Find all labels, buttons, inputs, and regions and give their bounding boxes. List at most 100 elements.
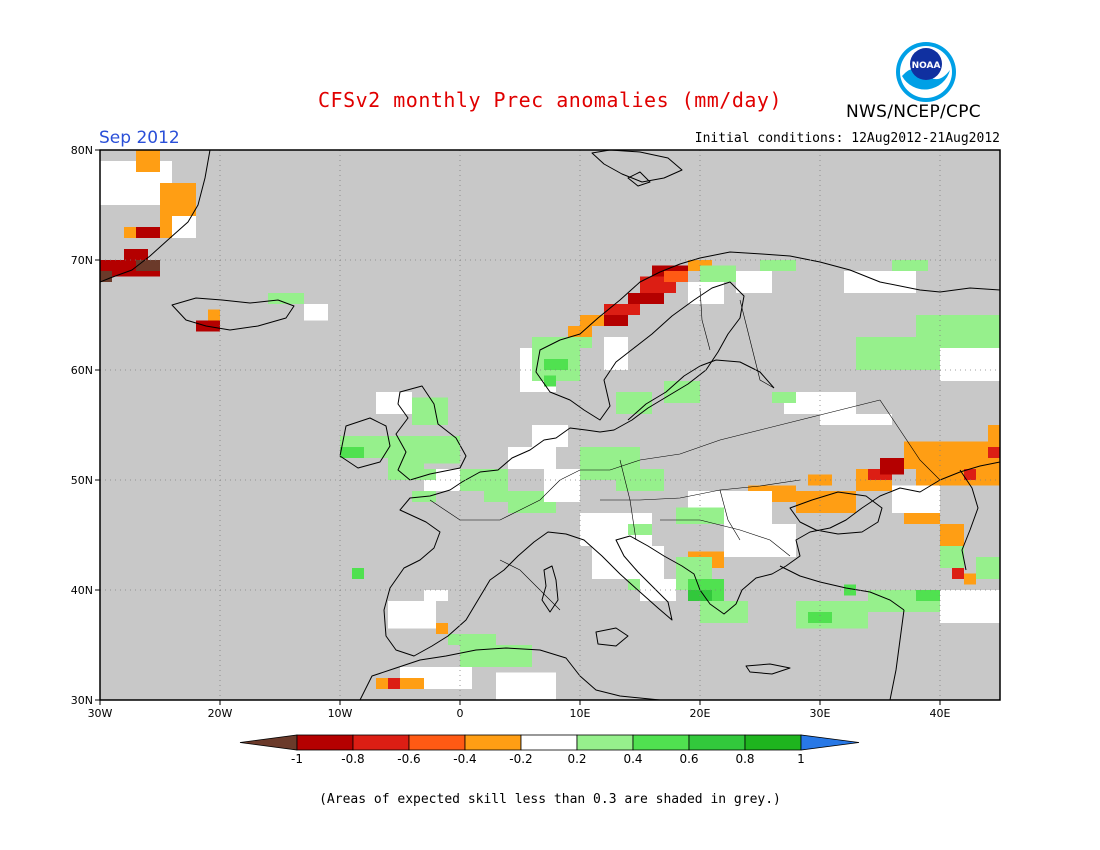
anomaly-cell — [544, 359, 568, 370]
lat-label: 70N — [71, 254, 93, 267]
anomaly-cell — [676, 557, 712, 590]
anomaly-cell — [640, 276, 676, 293]
anomaly-cell — [268, 293, 304, 304]
anomaly-cell — [136, 260, 160, 271]
lon-label: 10W — [328, 707, 353, 720]
anomaly-cell — [604, 304, 640, 315]
anomaly-cell — [940, 348, 1000, 381]
anomaly-cell — [568, 326, 592, 348]
colorbar-label: -1 — [291, 752, 303, 766]
lat-label: 40N — [71, 584, 93, 597]
anomaly-cell — [844, 584, 856, 596]
anomaly-cell — [508, 447, 556, 469]
colorbar-arrow-high — [800, 734, 860, 751]
anomaly-cell — [340, 447, 364, 458]
colorbar-label: -0.6 — [397, 752, 420, 766]
anomaly-cell — [172, 216, 196, 238]
lat-label: 50N — [71, 474, 93, 487]
anomaly-cell — [172, 194, 196, 216]
colorbar-swatch — [576, 734, 634, 751]
anomaly-cell — [700, 601, 748, 623]
anomaly-cell — [424, 436, 460, 464]
anomaly-cell — [508, 496, 556, 513]
skill-footnote: (Areas of expected skill less than 0.3 a… — [319, 792, 781, 807]
map-background — [100, 150, 1000, 700]
anomaly-cell — [388, 469, 436, 480]
anomaly-cell — [784, 392, 856, 414]
anomaly-cell — [892, 485, 940, 513]
anomaly-cell — [340, 436, 388, 458]
anomaly-cell — [424, 469, 460, 491]
colorbar-label: -0.8 — [341, 752, 364, 766]
anomaly-cell — [796, 601, 868, 629]
anomaly-cell — [532, 425, 568, 447]
noaa-logo-text: NOAA — [912, 61, 941, 71]
anomaly-cell — [808, 474, 832, 486]
anomaly-cell — [208, 309, 220, 321]
lon-label: 30E — [810, 707, 831, 720]
colorbar-label: -0.4 — [453, 752, 476, 766]
anomaly-cell — [568, 326, 592, 337]
anomaly-cell — [460, 645, 532, 667]
anomaly-cell — [796, 491, 856, 513]
anomaly-cell — [412, 491, 436, 502]
anomaly-cell — [664, 381, 700, 403]
colorbar-swatch — [464, 734, 522, 751]
anomaly-cell — [124, 227, 172, 238]
anomaly-cell — [964, 573, 976, 585]
colorbar-label: 1 — [797, 752, 805, 766]
anomaly-cell — [688, 491, 772, 524]
anomaly-cell — [616, 392, 652, 414]
anomaly-cell — [916, 315, 1000, 348]
anomaly-cell — [844, 271, 916, 293]
latitude-labels: 30N 40N 50N 60N 70N 80N — [71, 144, 100, 707]
anomaly-cell — [688, 282, 724, 304]
anomaly-cell — [544, 469, 580, 502]
anomaly-cell — [628, 524, 652, 535]
anomaly-cell — [688, 590, 712, 601]
anomaly-cell — [952, 568, 964, 579]
anomaly-cell — [424, 667, 472, 689]
anomaly-cell — [376, 678, 388, 689]
lon-label: 10E — [570, 707, 591, 720]
anomaly-cell — [580, 315, 604, 326]
colorbar: -1 -0.8 -0.6 -0.4 -0.2 0.2 0.4 0.6 0.8 1 — [239, 734, 860, 766]
anomaly-cell — [940, 524, 964, 546]
colorbar-swatch — [296, 734, 354, 751]
initial-conditions: Initial conditions: 12Aug2012-21Aug2012 — [694, 131, 1000, 146]
anomaly-cell — [436, 623, 448, 634]
lat-label: 80N — [71, 144, 93, 157]
anomaly-cell — [604, 337, 628, 370]
anomaly-cell — [628, 579, 640, 590]
anomaly-cell — [352, 568, 364, 579]
anomaly-cell — [376, 392, 412, 414]
anomaly-cell — [976, 557, 1000, 579]
colorbar-label: 0.2 — [567, 752, 586, 766]
lon-label: 30W — [88, 707, 113, 720]
anomaly-cell — [628, 293, 664, 304]
anomaly-cell — [760, 260, 796, 271]
anomaly-cell — [388, 601, 436, 629]
anomaly-cell — [988, 425, 1000, 447]
colorbar-arrow-low — [239, 734, 298, 751]
lon-label: 0 — [457, 707, 464, 720]
anomaly-cell — [580, 447, 640, 480]
anomaly-cell — [460, 469, 508, 491]
lon-label: 20W — [208, 707, 233, 720]
anomaly-cell — [868, 469, 892, 480]
forecast-month: Sep 2012 — [99, 128, 180, 148]
anomaly-cell — [640, 579, 676, 601]
anomaly-cell — [688, 579, 724, 601]
lon-label: 40E — [930, 707, 951, 720]
lon-label: 20E — [690, 707, 711, 720]
colorbar-swatch — [632, 734, 690, 751]
anomaly-cell — [136, 227, 160, 238]
anomaly-cell — [736, 271, 772, 293]
coastlines — [100, 150, 1000, 700]
anomaly-cells — [100, 150, 1000, 700]
anomaly-cell — [988, 447, 1000, 458]
lat-label: 60N — [71, 364, 93, 377]
longitude-labels: 30W 20W 10W 0 10E 20E 30E 40E — [88, 700, 951, 720]
anomaly-cell — [940, 546, 964, 568]
colorbar-swatch — [744, 734, 802, 751]
